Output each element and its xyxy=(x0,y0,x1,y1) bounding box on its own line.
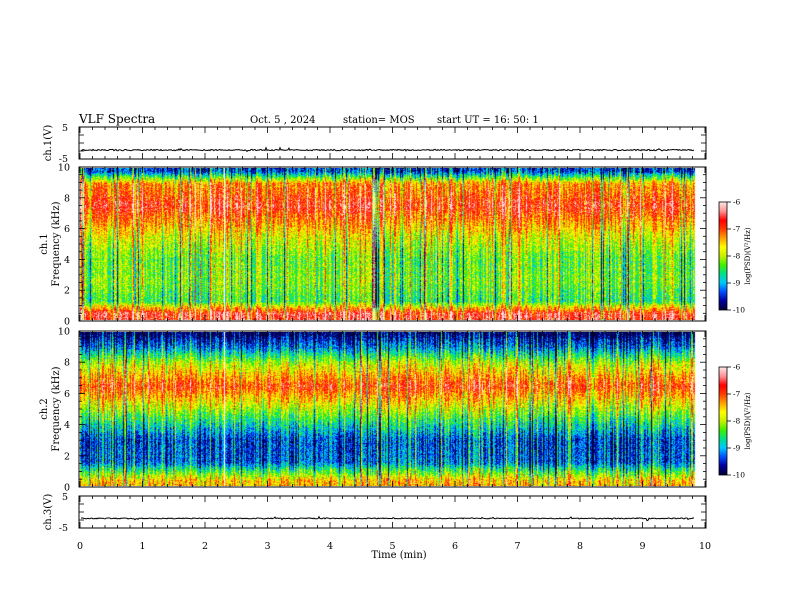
y-tick-label: 4 xyxy=(64,255,70,266)
x-tick-label: 3 xyxy=(264,541,270,552)
colorbar-tick-label: -6 xyxy=(733,198,741,207)
colorbar-tick-label: -9 xyxy=(733,444,741,453)
x-tick-label: 8 xyxy=(577,541,583,552)
y-tick-label: 10 xyxy=(58,327,70,338)
figure-title: VLF Spectra xyxy=(78,112,155,126)
ch2-colorbar-label: log(PSD)(V²/Hz) xyxy=(744,392,752,449)
y-tick-label: 0 xyxy=(64,317,70,328)
x-tick-label: 5 xyxy=(389,541,395,552)
ch1-ytick-bottom: -5 xyxy=(59,154,68,165)
colorbar-tick-label: -10 xyxy=(733,471,745,480)
x-tick-label: 4 xyxy=(327,541,333,552)
colorbar-tick-label: -8 xyxy=(733,417,741,426)
y-tick-label: 2 xyxy=(64,286,70,297)
ch1-spectrogram-ylabel: Frequency (kHz) xyxy=(51,201,62,286)
ch2-panel-label: ch.2 xyxy=(39,398,50,420)
y-tick-label: 10 xyxy=(58,163,70,174)
y-tick-label: 6 xyxy=(64,389,70,400)
x-tick-label: 7 xyxy=(514,541,520,552)
ch1-waveform-trace xyxy=(80,146,695,153)
ch1-colorbar-label: log(PSD)(V²/Hz) xyxy=(744,227,752,284)
ch2-colorbar xyxy=(719,367,727,475)
colorbar-tick-label: -10 xyxy=(733,306,745,315)
x-tick-label: 6 xyxy=(452,541,458,552)
ch3-ytick-top: 5 xyxy=(62,492,68,503)
y-tick-label: 6 xyxy=(64,224,70,235)
colorbar-tick-label: -8 xyxy=(733,252,741,261)
start-ut-label: start UT = 16: 50: 1 xyxy=(437,115,539,126)
x-axis-label: Time (min) xyxy=(371,550,426,561)
ch3-waveform-ylabel: ch.3(V) xyxy=(43,494,54,531)
ch3-ytick-bottom: -5 xyxy=(59,523,68,534)
y-tick-label: 2 xyxy=(64,451,70,462)
ch1-spectrogram-image xyxy=(80,168,706,320)
ch3-waveform-trace xyxy=(80,515,695,522)
date-label: Oct. 5 , 2024 xyxy=(250,115,316,126)
x-tick-label: 9 xyxy=(639,541,645,552)
x-tick-label: 1 xyxy=(139,541,145,552)
station-label: station= MOS xyxy=(343,115,415,126)
y-tick-label: 8 xyxy=(64,358,70,369)
ch1-panel-label: ch.1 xyxy=(39,233,50,255)
ch1-waveform-ylabel: ch.1(V) xyxy=(43,125,54,162)
y-tick-label: 0 xyxy=(64,483,70,494)
colorbar-tick-label: -6 xyxy=(733,363,741,372)
x-tick-label: 0 xyxy=(77,541,83,552)
y-tick-label: 4 xyxy=(64,420,70,431)
colorbar-tick-label: -9 xyxy=(733,279,741,288)
x-tick-label: 10 xyxy=(699,541,711,552)
colorbar-tick-label: -7 xyxy=(733,390,741,399)
axis-ticks: 0 1 2 3 4 5 6 7 8 9 1002468100246810-6-7-8-9-10-6-… xyxy=(58,126,745,552)
colorbar-tick-label: -7 xyxy=(733,225,741,234)
ch2-spectrogram-image xyxy=(80,332,706,486)
y-tick-label: 8 xyxy=(64,193,70,204)
ch2-spectrogram-ylabel: Frequency (kHz) xyxy=(51,366,62,451)
x-tick-label: 2 xyxy=(202,541,208,552)
ch1-ytick-top: 5 xyxy=(62,123,68,134)
ch1-colorbar xyxy=(719,202,727,310)
